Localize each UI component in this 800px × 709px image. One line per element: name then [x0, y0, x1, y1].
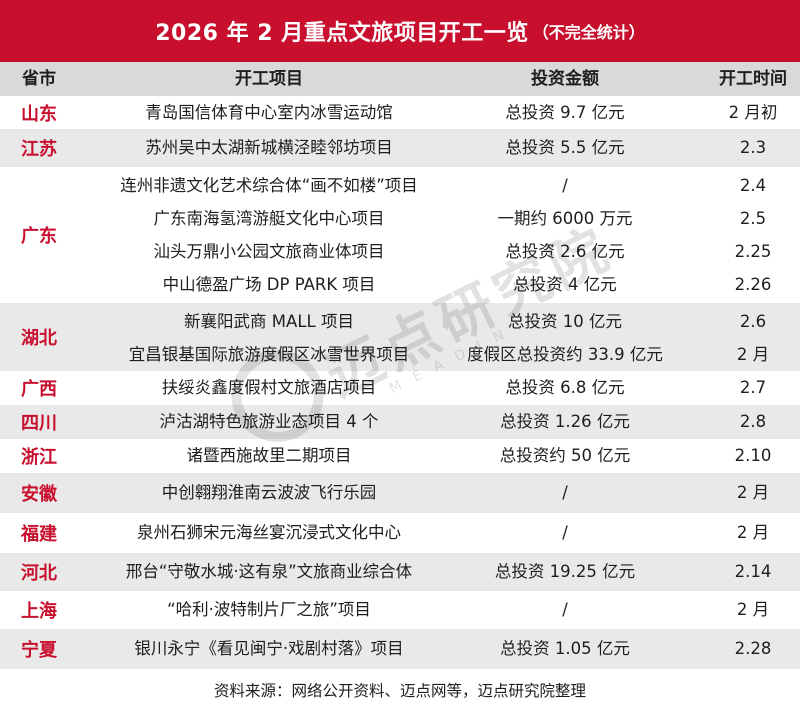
investment-amount: 度假区总投资约 33.9 亿元 — [467, 345, 663, 364]
province-group: 广西 扶绥炎鑫度假村文旅酒店项目 总投资 6.8 亿元 2.7 — [0, 371, 800, 405]
province-group: 四川 泸沽湖特色旅游业态项目 4 个 总投资 1.26 亿元 2.8 — [0, 405, 800, 439]
province-group: 湖北 新襄阳武商 MALL 项目 总投资 10 亿元 2.6 宜昌银基国际旅游度… — [0, 303, 800, 371]
table-row: 泸沽湖特色旅游业态项目 4 个 总投资 1.26 亿元 2.8 — [78, 405, 800, 438]
province-name: 宁夏 — [21, 640, 57, 661]
table-row: 邢台“守敬水城·这有泉”文旅商业综合体 总投资 19.25 亿元 2.14 — [78, 555, 800, 588]
table-row: 银川永宁《看见闽宁·戏剧村落》项目 总投资 1.05 亿元 2.28 — [78, 632, 800, 665]
start-time: 2.7 — [739, 378, 767, 397]
start-time: 2 月 — [736, 600, 770, 619]
province-group: 福建 泉州石狮宋元海丝宴沉浸式文化中心 / 2 月 — [0, 513, 800, 553]
start-time: 2.6 — [739, 312, 767, 331]
province-group: 广东 连州非遗文化艺术综合体“画不如楼”项目 / 2.4 广东南海氢湾游艇文化中… — [0, 167, 800, 303]
start-time: 2.28 — [734, 639, 772, 658]
project-name: 青岛国信体育中心室内冰雪运动馆 — [145, 103, 393, 122]
province-group: 上海 “哈利·波特制片厂之旅”项目 / 2 月 — [0, 591, 800, 629]
investment-amount: 总投资约 50 亿元 — [499, 446, 631, 465]
page-subtitle: （不完全统计） — [532, 23, 645, 42]
table-row: 青岛国信体育中心室内冰雪运动馆 总投资 9.7 亿元 2 月初 — [78, 96, 800, 129]
start-time: 2.3 — [739, 138, 767, 157]
investment-amount: 总投资 10 亿元 — [508, 312, 622, 331]
province-group: 宁夏 银川永宁《看见闽宁·戏剧村落》项目 总投资 1.05 亿元 2.28 — [0, 629, 800, 669]
investment-amount: 一期约 6000 万元 — [497, 209, 633, 228]
project-name: “哈利·波特制片厂之旅”项目 — [167, 600, 371, 619]
page-title: 2026 年 2 月重点文旅项目开工一览 — [155, 21, 529, 46]
investment-amount: 总投资 1.05 亿元 — [500, 639, 630, 658]
project-name: 银川永宁《看见闽宁·戏剧村落》项目 — [134, 639, 404, 658]
project-name: 中创翱翔淮南云波波飞行乐园 — [161, 483, 377, 502]
province-name: 河北 — [21, 563, 57, 584]
province-group: 河北 邢台“守敬水城·这有泉”文旅商业综合体 总投资 19.25 亿元 2.14 — [0, 553, 800, 591]
investment-amount: / — [562, 523, 568, 542]
investment-amount: 总投资 2.6 亿元 — [505, 242, 625, 261]
province-group: 山东 青岛国信体育中心室内冰雪运动馆 总投资 9.7 亿元 2 月初 — [0, 96, 800, 129]
project-name: 邢台“守敬水城·这有泉”文旅商业综合体 — [125, 562, 413, 581]
start-time: 2.4 — [739, 176, 767, 195]
province-group: 江苏 苏州吴中太湖新城横泾睦邻坊项目 总投资 5.5 亿元 2.3 — [0, 129, 800, 167]
project-name: 汕头万鼎小公园文旅商业体项目 — [153, 242, 385, 261]
table-row: 泉州石狮宋元海丝宴沉浸式文化中心 / 2 月 — [78, 516, 800, 549]
province-name: 福建 — [21, 524, 57, 545]
start-time: 2.25 — [734, 242, 772, 261]
project-name: 泉州石狮宋元海丝宴沉浸式文化中心 — [137, 523, 401, 542]
investment-amount: 总投资 6.8 亿元 — [505, 378, 625, 397]
project-name: 中山德盈广场 DP PARK 项目 — [162, 275, 376, 294]
start-time: 2.10 — [734, 446, 772, 465]
province-name: 湖北 — [21, 328, 57, 349]
start-time: 2.5 — [739, 209, 767, 228]
province-group: 安徽 中创翱翔淮南云波波飞行乐园 / 2 月 — [0, 473, 800, 513]
start-time: 2.26 — [734, 275, 772, 294]
header-project: 开工项目 — [235, 69, 303, 89]
source-note: 资料来源：网络公开资料、迈点网等，迈点研究院整理 — [213, 682, 586, 700]
investment-amount: 总投资 9.7 亿元 — [505, 103, 625, 122]
title-bar: 2026 年 2 月重点文旅项目开工一览 （不完全统计） — [0, 0, 800, 62]
table-row: 诸暨西施故里二期项目 总投资约 50 亿元 2.10 — [78, 439, 800, 472]
table-row: 汕头万鼎小公园文旅商业体项目 总投资 2.6 亿元 2.25 — [78, 235, 800, 268]
table-row: 中山德盈广场 DP PARK 项目 总投资 4 亿元 2.26 — [78, 268, 800, 301]
project-name: 苏州吴中太湖新城横泾睦邻坊项目 — [145, 138, 393, 157]
start-time: 2 月初 — [728, 103, 778, 122]
province-group: 浙江 诸暨西施故里二期项目 总投资约 50 亿元 2.10 — [0, 439, 800, 473]
province-name: 江苏 — [21, 139, 57, 160]
project-name: 诸暨西施故里二期项目 — [186, 446, 352, 465]
investment-amount: / — [562, 176, 568, 195]
province-name: 浙江 — [21, 447, 57, 468]
project-name: 新襄阳武商 MALL 项目 — [184, 312, 354, 331]
table-row: 连州非遗文化艺术综合体“画不如楼”项目 / 2.4 — [78, 169, 800, 202]
investment-amount: 总投资 19.25 亿元 — [494, 562, 636, 581]
table-row: “哈利·波特制片厂之旅”项目 / 2 月 — [78, 593, 800, 626]
investment-amount: 总投资 1.26 亿元 — [500, 412, 630, 431]
header-province: 省市 — [22, 69, 56, 89]
start-time: 2 月 — [736, 345, 770, 364]
header-amount: 投资金额 — [531, 69, 599, 89]
investment-amount: / — [562, 600, 568, 619]
province-name: 广东 — [21, 226, 57, 247]
project-name: 泸沽湖特色旅游业态项目 4 个 — [159, 412, 379, 431]
project-name: 宜昌银基国际旅游度假区冰雪世界项目 — [128, 345, 410, 364]
start-time: 2 月 — [736, 483, 770, 502]
project-name: 连州非遗文化艺术综合体“画不如楼”项目 — [120, 176, 418, 195]
table-header: 省市 开工项目 投资金额 开工时间 — [0, 62, 800, 96]
province-name: 广西 — [21, 379, 57, 400]
table-row: 新襄阳武商 MALL 项目 总投资 10 亿元 2.6 — [78, 305, 800, 338]
start-time: 2 月 — [736, 523, 770, 542]
table-row: 广东南海氢湾游艇文化中心项目 一期约 6000 万元 2.5 — [78, 202, 800, 235]
province-name: 上海 — [21, 601, 57, 622]
table-row: 扶绥炎鑫度假村文旅酒店项目 总投资 6.8 亿元 2.7 — [78, 371, 800, 404]
header-time: 开工时间 — [719, 69, 787, 89]
table-row: 中创翱翔淮南云波波飞行乐园 / 2 月 — [78, 476, 800, 509]
province-name: 四川 — [21, 413, 57, 434]
project-name: 扶绥炎鑫度假村文旅酒店项目 — [161, 378, 377, 397]
table-row: 宜昌银基国际旅游度假区冰雪世界项目 度假区总投资约 33.9 亿元 2 月 — [78, 338, 800, 371]
table-row: 苏州吴中太湖新城横泾睦邻坊项目 总投资 5.5 亿元 2.3 — [78, 131, 800, 164]
investment-amount: 总投资 5.5 亿元 — [505, 138, 625, 157]
project-name: 广东南海氢湾游艇文化中心项目 — [153, 209, 385, 228]
province-name: 山东 — [21, 103, 57, 125]
investment-amount: 总投资 4 亿元 — [513, 275, 617, 294]
start-time: 2.8 — [739, 412, 767, 431]
table-body: 山东 青岛国信体育中心室内冰雪运动馆 总投资 9.7 亿元 2 月初 江苏 苏州… — [0, 96, 800, 669]
province-name: 安徽 — [21, 484, 57, 505]
start-time: 2.14 — [734, 562, 772, 581]
investment-amount: / — [562, 483, 568, 502]
